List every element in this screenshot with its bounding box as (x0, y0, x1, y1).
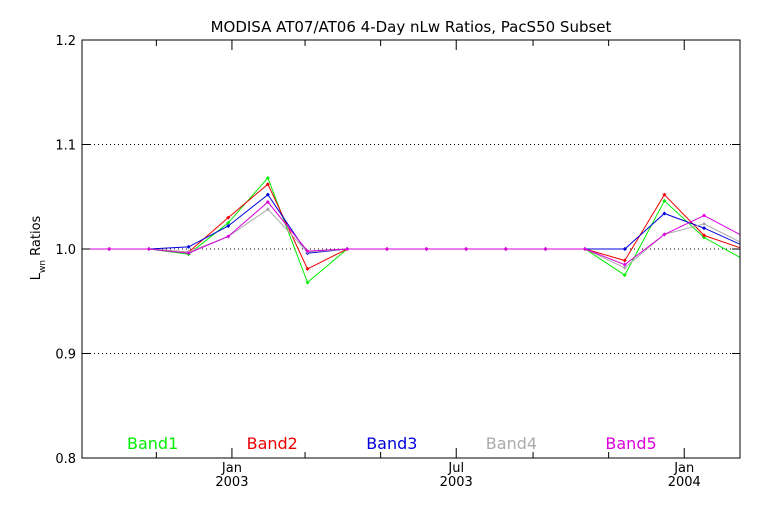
series-band3 (82, 192, 746, 256)
data-point (742, 242, 746, 246)
data-point (146, 247, 151, 251)
legend-band5: Band5 (605, 434, 656, 453)
x-tick-label-year: 2003 (440, 475, 473, 490)
data-point (265, 192, 270, 197)
data-point (226, 224, 231, 229)
data-point (742, 257, 746, 261)
x-tick-label-year: 2004 (668, 475, 701, 490)
legend-band2: Band2 (247, 434, 298, 453)
legend-band4: Band4 (486, 434, 537, 453)
data-point (424, 247, 429, 251)
series-band1 (82, 175, 746, 285)
data-point (305, 249, 310, 254)
data-point (742, 244, 746, 248)
x-tick-label-month: Jan (673, 461, 694, 476)
data-point (384, 247, 389, 251)
data-point (543, 247, 548, 251)
series-line (82, 183, 740, 270)
data-point (226, 220, 231, 225)
data-point (702, 226, 707, 231)
data-point (742, 247, 746, 251)
data-point (702, 221, 707, 226)
x-tick-label-month: Jul (447, 461, 464, 476)
data-point (345, 247, 350, 251)
data-point (622, 262, 627, 267)
y-tick-label: 1.1 (55, 139, 76, 154)
series-lines (82, 175, 746, 285)
data-point (742, 234, 746, 238)
data-point (186, 244, 191, 249)
y-axis-label-sub: wn (38, 260, 48, 273)
data-point (702, 235, 707, 240)
y-axis-label-rest: Ratios (29, 215, 44, 260)
y-axis-label: Lwn Ratios (29, 215, 48, 280)
y-tick-label: 0.9 (55, 348, 76, 363)
y-tick-label: 0.8 (55, 452, 76, 467)
y-tick-label: 1.0 (55, 243, 76, 258)
data-point (464, 247, 469, 251)
legend-band3: Band3 (366, 434, 417, 453)
data-point (622, 273, 627, 278)
series-line (82, 201, 740, 266)
y-axis-label-main: L (29, 272, 44, 280)
data-point (622, 258, 627, 263)
series-line (82, 193, 740, 254)
data-point (186, 251, 191, 256)
data-point (305, 266, 310, 271)
data-point (662, 211, 667, 216)
data-point (583, 247, 588, 251)
x-tick-label-month: Jan (221, 461, 242, 476)
data-point (702, 233, 707, 238)
data-point (503, 247, 508, 251)
data-point (265, 199, 270, 204)
data-point (265, 175, 270, 180)
x-tick-label-year: 2003 (215, 475, 248, 490)
chart-title: MODISA AT07/AT06 4-Day nLw Ratios, PacS5… (211, 18, 612, 36)
data-point (622, 265, 627, 270)
data-point (226, 234, 231, 239)
data-point (662, 232, 667, 237)
data-point (305, 280, 310, 285)
data-point (662, 198, 667, 203)
data-point (265, 182, 270, 187)
data-point (702, 213, 707, 218)
data-point (662, 192, 667, 197)
series-band2 (82, 182, 746, 271)
legend: Band1 Band2 Band3 Band4 Band5 (127, 434, 657, 453)
y-tick-label: 1.2 (55, 34, 76, 49)
data-point (622, 247, 627, 251)
data-point (265, 207, 270, 212)
data-point (226, 215, 231, 220)
series-line (82, 208, 740, 269)
series-band5 (82, 199, 746, 267)
data-point (107, 247, 112, 251)
legend-band1: Band1 (127, 434, 178, 453)
